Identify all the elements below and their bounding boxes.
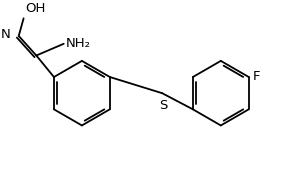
Text: N: N [1,28,11,41]
Text: OH: OH [26,2,46,15]
Text: NH₂: NH₂ [66,37,91,50]
Text: S: S [159,99,167,112]
Text: F: F [253,70,260,83]
